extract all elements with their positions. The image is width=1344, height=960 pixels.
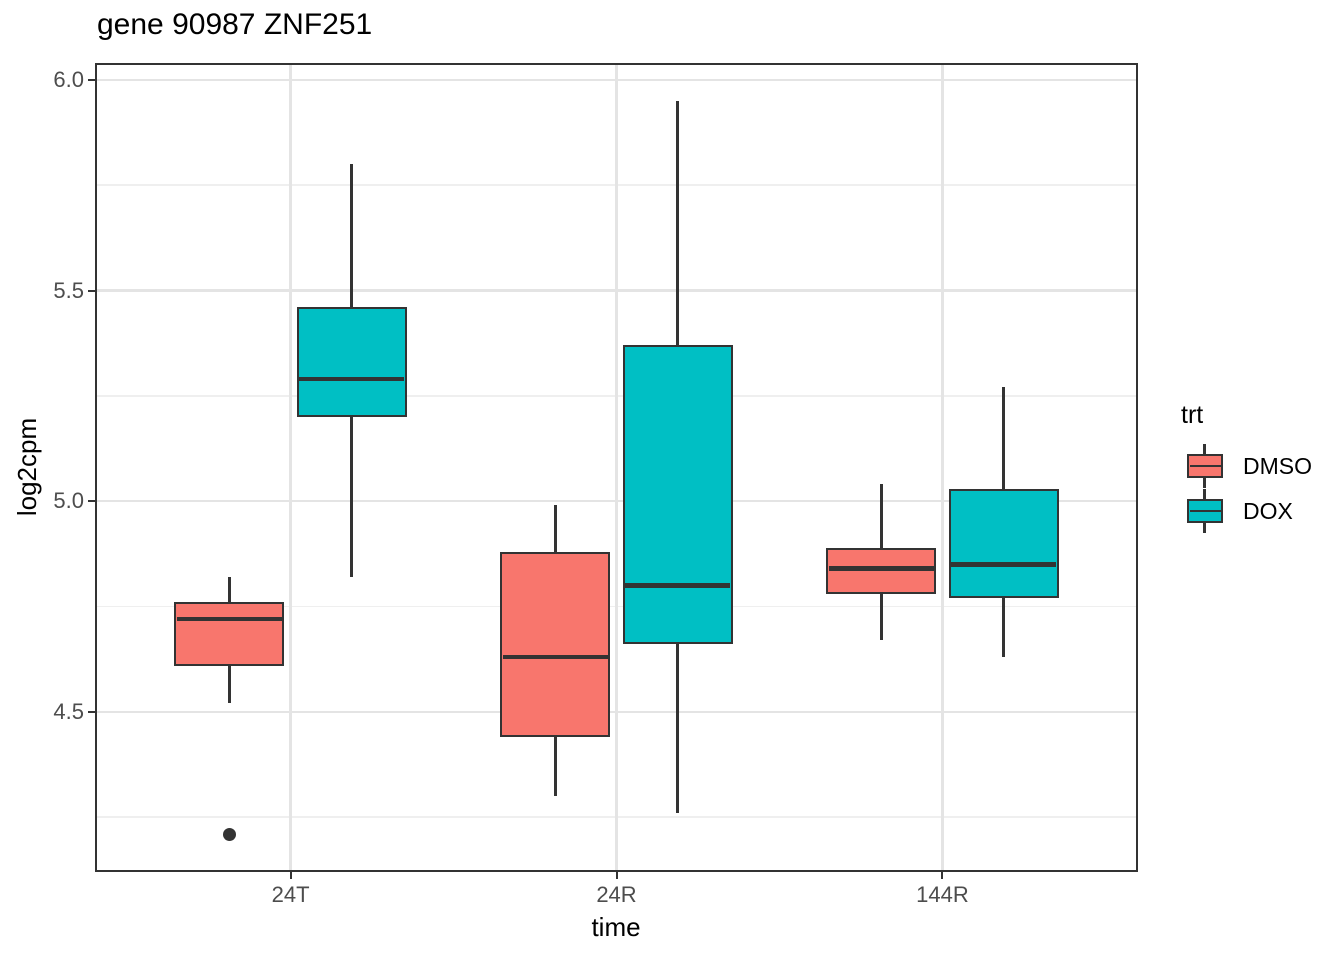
boxplot-lower-whisker <box>676 644 679 813</box>
boxplot-box <box>174 602 285 666</box>
y-tick-label: 6.0 <box>53 66 84 92</box>
boxplot-lower-whisker <box>1002 598 1005 658</box>
y-tick-label: 4.5 <box>53 698 84 724</box>
legend-title: trt <box>1181 401 1204 429</box>
y-tick-label: 5.0 <box>53 488 84 514</box>
boxplot-box <box>622 345 733 645</box>
legend-label: DMSO <box>1243 453 1312 479</box>
x-tick-label: 144R <box>916 882 969 907</box>
boxplot-upper-whisker <box>350 164 353 308</box>
boxplot-lower-whisker <box>880 593 883 641</box>
x-axis-title: time <box>591 912 641 942</box>
gridline-major-vertical <box>289 63 292 872</box>
boxplot-upper-whisker <box>228 577 231 603</box>
boxplot-lower-whisker <box>228 665 231 704</box>
boxplot-median <box>951 562 1057 567</box>
chart-title: gene 90987 ZNF251 <box>97 8 373 41</box>
x-tick-label: 24R <box>596 882 637 907</box>
boxplot-box <box>500 551 611 738</box>
y-tick <box>88 710 95 713</box>
legend-key-dox-median <box>1189 509 1221 513</box>
gridline-major-vertical <box>615 63 618 872</box>
boxplot-upper-whisker <box>554 505 557 552</box>
boxplot-box <box>296 307 407 417</box>
boxplot-median <box>502 654 608 660</box>
boxplot-median <box>828 566 934 571</box>
boxplot-lower-whisker <box>350 416 353 578</box>
legend: trt DMSO DOX <box>1170 392 1344 552</box>
boxplot-box <box>948 488 1059 599</box>
boxplot-upper-whisker <box>880 484 883 548</box>
legend-label: DOX <box>1243 498 1293 524</box>
boxplot-upper-whisker <box>1002 387 1005 489</box>
boxplot-median <box>299 376 405 382</box>
y-tick <box>88 78 95 81</box>
y-tick-label: 5.5 <box>53 277 84 303</box>
y-axis-title: log2cpm <box>12 417 42 517</box>
gridline-major-vertical <box>941 63 944 872</box>
x-tick <box>289 872 292 879</box>
boxplot-median <box>625 583 731 588</box>
boxplot-upper-whisker <box>676 100 679 346</box>
boxplot-median <box>176 616 282 622</box>
outlier-point <box>222 827 236 841</box>
x-tick <box>615 872 618 879</box>
y-tick <box>88 289 95 292</box>
x-tick <box>941 872 944 879</box>
legend-key-dmso-median <box>1189 464 1221 468</box>
y-tick <box>88 500 95 503</box>
x-tick-label: 24T <box>271 882 310 907</box>
boxplot-lower-whisker <box>554 737 557 797</box>
